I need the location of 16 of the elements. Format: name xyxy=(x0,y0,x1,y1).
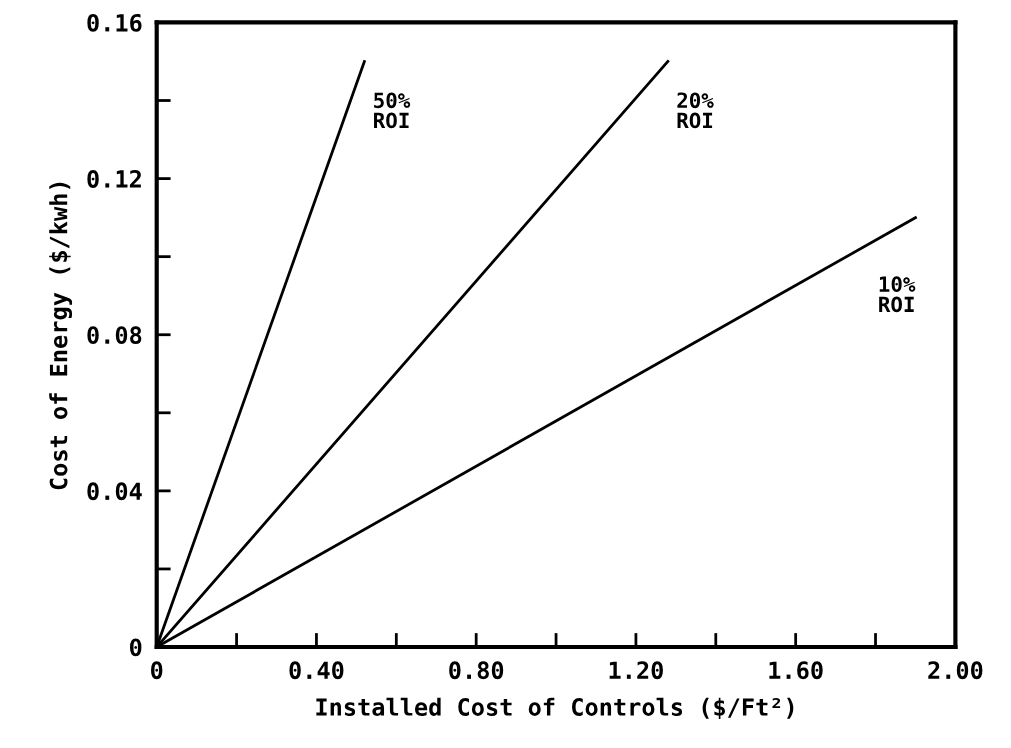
y-tick-label: 0 xyxy=(130,638,142,657)
series-label: 20% ROI xyxy=(677,92,714,129)
x-tick-label: 0.40 xyxy=(289,661,344,680)
x-axis-title: Installed Cost of Controls ($/Ft²) xyxy=(316,697,794,720)
y-tick-label: 0.04 xyxy=(87,482,142,501)
y-tick-label: 0.12 xyxy=(87,170,141,188)
series-label: 50% ROI xyxy=(374,92,411,129)
x-tick-label: 0.80 xyxy=(449,661,504,680)
y-tick-label: 0.16 xyxy=(87,13,142,32)
x-tick-label: 0 xyxy=(151,661,163,680)
y-tick-label: 0.08 xyxy=(87,326,142,345)
series-label: 10% ROI xyxy=(879,276,916,313)
y-axis-title: Cost of Energy ($/kwh) xyxy=(49,182,73,490)
x-tick-label: 2.00 xyxy=(928,661,983,680)
x-tick-label: 1.60 xyxy=(769,661,823,680)
x-tick-label: 1.20 xyxy=(609,661,663,680)
